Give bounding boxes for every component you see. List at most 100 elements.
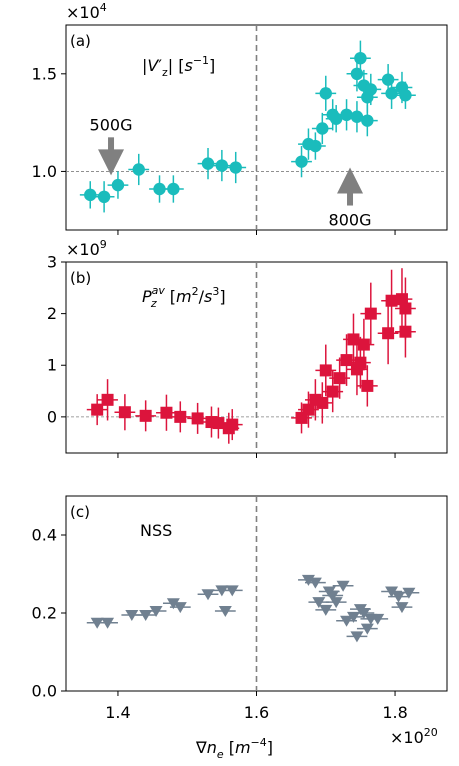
triangle-marker	[346, 611, 360, 623]
panel-title-b: Pav z [m2/s3]	[142, 284, 226, 310]
circle-marker	[354, 51, 367, 65]
arrow-head	[337, 167, 364, 194]
data-point	[221, 409, 243, 441]
x-multiplier: ×1020	[390, 726, 438, 747]
data-point	[325, 597, 347, 609]
data-point	[315, 604, 337, 616]
data-point	[311, 382, 333, 424]
x-label-part: [	[224, 738, 235, 757]
triangle-marker	[125, 609, 139, 621]
triangle-marker	[326, 590, 340, 602]
square-marker	[385, 294, 398, 307]
title-part: 2	[192, 285, 199, 298]
data-point	[169, 401, 191, 433]
triangle-marker	[173, 602, 187, 614]
square-marker	[399, 302, 412, 315]
square-marker	[302, 403, 315, 416]
circle-marker	[329, 112, 343, 125]
circle-marker	[316, 122, 329, 135]
x-tick-label: 1.8	[382, 703, 407, 722]
data-point	[391, 602, 413, 614]
triangle-marker	[149, 606, 163, 618]
circle-marker	[215, 159, 229, 172]
data-point	[395, 277, 416, 340]
data-point	[367, 613, 389, 625]
square-marker	[364, 307, 377, 320]
data-point	[79, 181, 101, 209]
data-point	[225, 151, 247, 184]
y-tick-label: 1	[47, 356, 57, 375]
data-point	[346, 101, 368, 133]
title-part: V	[147, 56, 159, 75]
x-label-part: ∇	[195, 738, 207, 757]
y-tick-label: 0.0	[32, 682, 57, 701]
y-tick-label: 0	[47, 407, 57, 426]
title-part: 3	[212, 285, 219, 298]
title-part: ′	[158, 56, 162, 75]
y-multiplier-exponent: 9	[100, 238, 107, 251]
square-marker	[191, 412, 204, 425]
title-part: ]	[209, 56, 215, 75]
data-point	[398, 587, 420, 599]
data-point	[107, 171, 129, 199]
x-tick-label: 1.4	[105, 703, 130, 722]
data-point	[187, 402, 209, 434]
circle-marker	[350, 110, 364, 123]
title-part: |	[142, 56, 147, 75]
data-point	[93, 181, 115, 213]
title-part: m	[176, 287, 192, 306]
panel-title-c: NSS	[140, 521, 172, 540]
data-point	[211, 149, 233, 182]
triangle-marker	[218, 606, 232, 618]
data-point	[377, 302, 399, 365]
data-point	[360, 73, 382, 106]
triangle-marker	[139, 609, 153, 621]
triangle-marker	[371, 613, 385, 625]
circle-marker	[229, 161, 242, 174]
data-point	[304, 577, 326, 589]
y-multiplier-base: ×10	[66, 240, 100, 259]
square-marker	[357, 338, 370, 351]
data-point	[356, 365, 378, 407]
title-part: [	[165, 287, 176, 306]
title-part: av	[152, 284, 166, 297]
panel-label-a: (a)	[70, 32, 91, 50]
y-tick-label: 2	[47, 304, 57, 323]
square-marker	[160, 406, 173, 419]
data-point	[97, 617, 118, 629]
data-point	[156, 394, 177, 431]
triangle-marker	[312, 597, 326, 609]
circle-marker	[97, 190, 111, 204]
data-point	[353, 608, 375, 619]
data-point	[197, 148, 219, 180]
data-point	[114, 394, 136, 431]
square-marker	[340, 354, 353, 367]
square-marker	[174, 410, 187, 423]
data-point	[97, 379, 118, 421]
data-point	[145, 606, 167, 618]
square-marker	[226, 418, 239, 431]
square-marker	[212, 417, 225, 430]
data-point	[381, 586, 402, 598]
x-label-part: n	[207, 738, 217, 757]
data-point	[311, 112, 333, 145]
data-point	[350, 40, 371, 76]
y-tick-label: 0.4	[32, 526, 57, 545]
square-marker	[101, 393, 114, 406]
circle-marker	[295, 155, 308, 168]
circle-marker	[364, 83, 377, 96]
data-point	[135, 400, 157, 432]
triangle-marker	[395, 602, 409, 614]
data-point	[197, 589, 219, 601]
triangle-marker	[308, 577, 322, 589]
arrow-shaft	[347, 191, 354, 206]
circle-marker	[132, 163, 145, 176]
triangle-marker	[225, 585, 239, 597]
x-multiplier-base: ×10	[390, 728, 424, 747]
data-point	[322, 590, 344, 602]
data-point	[169, 602, 191, 614]
triangle-marker	[402, 587, 416, 599]
square-marker	[347, 333, 360, 346]
x-tick-label: 1.6	[244, 703, 269, 722]
